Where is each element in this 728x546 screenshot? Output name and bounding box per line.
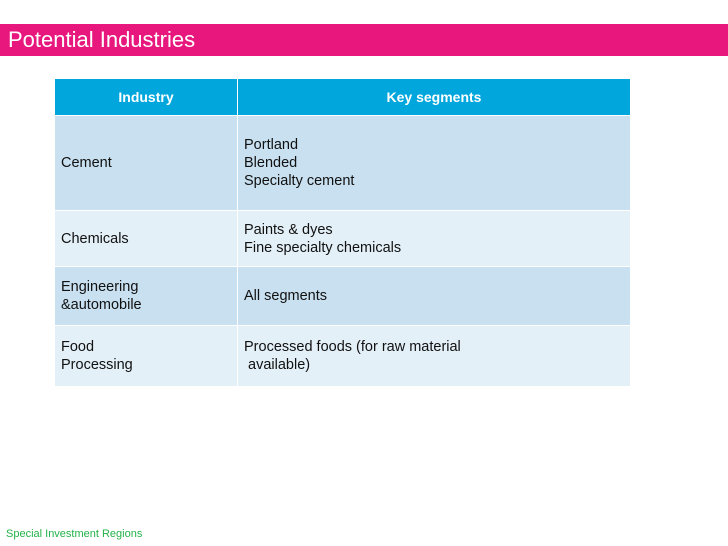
industry-line: Cement bbox=[61, 155, 112, 171]
industry-cell: Chemicals bbox=[54, 210, 238, 267]
header-industry: Industry bbox=[54, 78, 238, 116]
industry-line: Engineering bbox=[61, 279, 139, 295]
footer-text: Special Investment Regions bbox=[6, 528, 143, 540]
industry-line: Food bbox=[61, 339, 95, 355]
industries-table: Industry Key segments Cement Portland Bl… bbox=[54, 78, 631, 387]
segment-line: Blended bbox=[244, 155, 298, 171]
segments-cell: All segments bbox=[237, 266, 631, 326]
title-bar: Potential Industries bbox=[0, 24, 728, 56]
segment-line: Processed foods (for raw material bbox=[244, 339, 461, 355]
table-header-row: Industry Key segments bbox=[54, 78, 631, 116]
table-row: Chemicals Paints & dyes Fine specialty c… bbox=[54, 210, 631, 267]
segments-cell: Processed foods (for raw material availa… bbox=[237, 325, 631, 387]
table-row: Food Processing Processed foods (for raw… bbox=[54, 325, 631, 387]
segments-cell: Portland Blended Specialty cement bbox=[237, 115, 631, 211]
industry-line: Processing bbox=[61, 357, 133, 373]
segment-line: Specialty cement bbox=[244, 173, 355, 189]
table-row: Engineering &automobile All segments bbox=[54, 266, 631, 326]
industry-line: &automobile bbox=[61, 297, 142, 313]
industry-cell: Engineering &automobile bbox=[54, 266, 238, 326]
industry-line: Chemicals bbox=[61, 230, 129, 247]
segment-line: available) bbox=[244, 357, 311, 373]
industry-cell: Food Processing bbox=[54, 325, 238, 387]
segment-line: Portland bbox=[244, 137, 299, 153]
segment-line: Paints & dyes bbox=[244, 221, 333, 238]
segment-line: Fine specialty chemicals bbox=[244, 239, 402, 256]
industry-cell: Cement bbox=[54, 115, 238, 211]
slide-title: Potential Industries bbox=[8, 27, 196, 52]
segments-cell: Paints & dyes Fine specialty chemicals bbox=[237, 210, 631, 267]
table-row: Cement Portland Blended Specialty cement bbox=[54, 115, 631, 211]
header-key-segments: Key segments bbox=[237, 78, 631, 116]
segment-line: All segments bbox=[244, 288, 328, 304]
